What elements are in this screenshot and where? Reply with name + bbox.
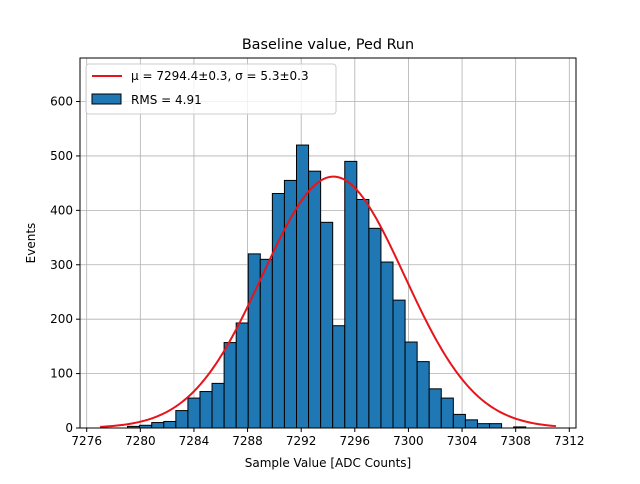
x-tick-label: 7304	[447, 434, 478, 448]
histogram-bar	[476, 423, 491, 429]
y-tick-label: 600	[50, 95, 73, 109]
histogram-bar	[259, 258, 273, 429]
histogram-bar	[464, 419, 478, 429]
y-tick-label: 300	[50, 258, 73, 272]
histogram-bar	[380, 261, 394, 429]
x-axis-label: Sample Value [ADC Counts]	[245, 456, 411, 470]
y-tick-label: 0	[65, 421, 73, 435]
histogram-bar	[235, 322, 249, 429]
histogram-bar	[368, 227, 382, 429]
y-tick-label: 500	[50, 149, 73, 163]
x-tick-label: 7288	[232, 434, 263, 448]
legend-box	[85, 63, 337, 115]
histogram-bar	[163, 420, 177, 429]
y-tick-label: 200	[50, 312, 73, 326]
y-axis-label: Events	[24, 223, 38, 264]
legend-fit-label: μ = 7294.4±0.3, σ = 5.3±0.3	[131, 69, 309, 83]
legend-histogram-swatch	[91, 93, 122, 105]
plot-frame	[79, 57, 577, 429]
x-tick-label: 7300	[393, 434, 424, 448]
x-tick-label: 7312	[554, 434, 585, 448]
histogram-bar	[404, 341, 418, 429]
histogram-bar	[151, 422, 165, 429]
x-tick-label: 7284	[179, 434, 210, 448]
histogram-bar	[356, 198, 370, 429]
histogram-bar	[452, 413, 466, 429]
histogram-bar	[175, 410, 189, 429]
histogram-bar	[416, 361, 430, 429]
legend: μ = 7294.4±0.3, σ = 5.3±0.3 RMS = 4.91	[85, 63, 337, 115]
histogram-bar	[223, 342, 237, 429]
histogram-bar	[440, 397, 454, 429]
chart-title: Baseline value, Ped Run	[242, 37, 414, 53]
histogram-bar	[428, 388, 442, 429]
histogram-bar	[199, 391, 213, 429]
x-tick-label: 7280	[125, 434, 156, 448]
y-axis-ticks: 0 100 200 300 400 500 600	[50, 95, 80, 435]
x-tick-label: 7292	[286, 434, 317, 448]
histogram-bar	[271, 192, 285, 429]
histogram-bar	[211, 382, 225, 429]
histogram-bar	[392, 299, 406, 429]
histogram-bar	[489, 423, 503, 429]
histogram-bar	[187, 397, 201, 429]
y-tick-label: 400	[50, 203, 73, 217]
x-tick-label: 7276	[71, 434, 102, 448]
y-tick-label: 100	[50, 367, 73, 381]
legend-histogram-label: RMS = 4.91	[131, 93, 202, 107]
histogram-bar	[247, 253, 261, 429]
x-tick-label: 7308	[500, 434, 531, 448]
gaussian-fit-curve	[100, 175, 556, 428]
histogram-bar	[320, 221, 334, 429]
x-axis-ticks: 7276 7280 7284 7288 7292 7296 7300 7304 7308 7312	[71, 428, 585, 448]
histogram-bar	[332, 325, 346, 429]
x-tick-label: 7296	[340, 434, 371, 448]
histogram-bar	[344, 160, 358, 429]
histogram-bar	[308, 170, 322, 429]
histogram-bar	[295, 144, 310, 429]
